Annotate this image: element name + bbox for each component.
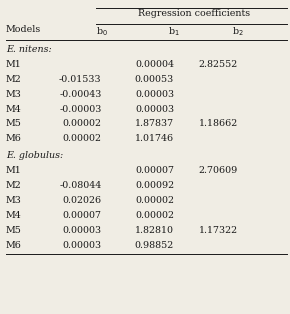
Text: M6: M6 xyxy=(6,241,22,250)
Text: 2.70609: 2.70609 xyxy=(199,166,238,175)
Text: 0.00003: 0.00003 xyxy=(135,105,174,114)
Text: 1.87837: 1.87837 xyxy=(135,119,174,128)
Text: 0.00003: 0.00003 xyxy=(135,89,174,99)
Text: 0.00092: 0.00092 xyxy=(135,181,174,190)
Text: M3: M3 xyxy=(6,89,22,99)
Text: 1.82810: 1.82810 xyxy=(135,226,174,235)
Text: 0.00002: 0.00002 xyxy=(135,211,174,220)
Text: E. nitens:: E. nitens: xyxy=(6,45,52,54)
Text: Models: Models xyxy=(6,25,41,34)
Text: M5: M5 xyxy=(6,119,22,128)
Text: b$_0$: b$_0$ xyxy=(95,25,108,38)
Text: M4: M4 xyxy=(6,105,21,114)
Text: 1.17322: 1.17322 xyxy=(199,226,238,235)
Text: M2: M2 xyxy=(6,75,21,84)
Text: b$_2$: b$_2$ xyxy=(232,25,244,38)
Text: 0.00004: 0.00004 xyxy=(135,60,174,69)
Text: E. globulus:: E. globulus: xyxy=(6,151,63,160)
Text: 1.18662: 1.18662 xyxy=(199,119,238,128)
Text: -0.01533: -0.01533 xyxy=(59,75,102,84)
Text: M1: M1 xyxy=(6,60,21,69)
Text: M2: M2 xyxy=(6,181,21,190)
Text: 0.00007: 0.00007 xyxy=(63,211,102,220)
Text: b$_1$: b$_1$ xyxy=(168,25,180,38)
Text: M5: M5 xyxy=(6,226,22,235)
Text: 0.00053: 0.00053 xyxy=(135,75,174,84)
Text: 0.00002: 0.00002 xyxy=(135,196,174,205)
Text: 0.00007: 0.00007 xyxy=(135,166,174,175)
Text: 0.00002: 0.00002 xyxy=(63,119,102,128)
Text: M1: M1 xyxy=(6,166,21,175)
Text: M3: M3 xyxy=(6,196,22,205)
Text: 1.01746: 1.01746 xyxy=(135,134,174,143)
Text: 0.00002: 0.00002 xyxy=(63,134,102,143)
Text: -0.00003: -0.00003 xyxy=(59,105,102,114)
Text: 0.00003: 0.00003 xyxy=(62,226,102,235)
Text: 0.02026: 0.02026 xyxy=(62,196,102,205)
Text: M4: M4 xyxy=(6,211,21,220)
Text: -0.08044: -0.08044 xyxy=(59,181,102,190)
Text: 0.00003: 0.00003 xyxy=(62,241,102,250)
Text: -0.00043: -0.00043 xyxy=(59,89,102,99)
Text: Regression coefficients: Regression coefficients xyxy=(138,9,250,18)
Text: 0.98852: 0.98852 xyxy=(135,241,174,250)
Text: 2.82552: 2.82552 xyxy=(199,60,238,69)
Text: M6: M6 xyxy=(6,134,22,143)
